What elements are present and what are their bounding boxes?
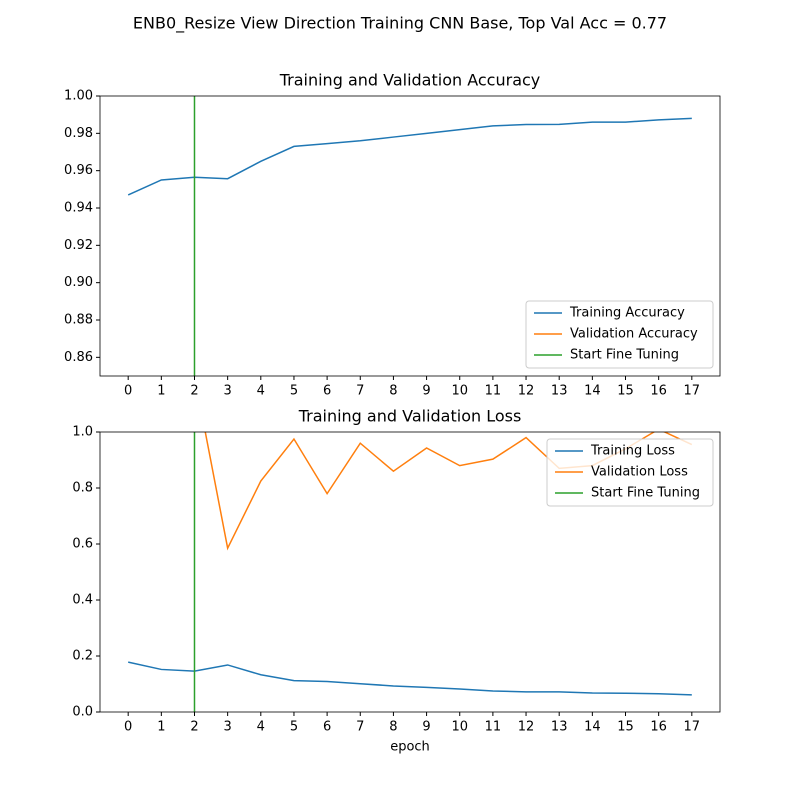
x-tick-label: 2 xyxy=(190,720,198,735)
y-tick-label: 0.96 xyxy=(64,163,93,178)
figure-title: ENB0_Resize View Direction Training CNN … xyxy=(133,14,667,34)
axes-frame xyxy=(99,95,721,377)
legend-box xyxy=(546,438,714,507)
axes-title: Training and Validation Loss xyxy=(298,407,522,426)
plot-area xyxy=(127,96,692,376)
x-tick-label: 1 xyxy=(157,384,165,399)
x-tick-label: 13 xyxy=(551,720,568,735)
y-tick-label: 1.0 xyxy=(72,425,93,440)
x-tick-label: 2 xyxy=(190,384,198,399)
x-tick-label: 5 xyxy=(290,384,298,399)
plot-area xyxy=(128,432,693,712)
legend-label: Validation Loss xyxy=(591,465,688,480)
x-tick-label: 10 xyxy=(451,720,468,735)
y-tick-label: 0.92 xyxy=(64,238,93,253)
x-tick-label: 12 xyxy=(518,720,535,735)
legend-label: Training Loss xyxy=(590,444,675,459)
x-tick-label: 16 xyxy=(650,720,667,735)
x-tick-label: 12 xyxy=(518,384,535,399)
y-tick-label: 1.00 xyxy=(64,89,93,104)
x-tick-label: 9 xyxy=(422,720,430,735)
series-line xyxy=(128,661,692,696)
x-tick-label: 7 xyxy=(356,384,364,399)
x-tick-label: 3 xyxy=(224,720,232,735)
x-tick-label: 11 xyxy=(485,384,502,399)
legend-label: Validation Accuracy xyxy=(570,327,698,342)
x-tick-label: 14 xyxy=(584,384,601,399)
x-tick-label: 4 xyxy=(257,720,265,735)
y-tick-label: 0.88 xyxy=(64,313,93,328)
y-tick-label: 0.4 xyxy=(72,593,93,608)
x-tick-label: 14 xyxy=(584,720,601,735)
x-tick-label: 11 xyxy=(485,720,502,735)
x-tick-label: 5 xyxy=(290,720,298,735)
x-tick-label: 9 xyxy=(422,384,430,399)
x-tick-label: 7 xyxy=(356,720,364,735)
x-tick-label: 4 xyxy=(257,384,265,399)
y-tick-label: 0.8 xyxy=(72,481,93,496)
x-tick-label: 17 xyxy=(684,720,701,735)
x-tick-label: 10 xyxy=(451,384,468,399)
x-axis-label: epoch xyxy=(390,740,430,755)
x-tick-label: 1 xyxy=(157,720,165,735)
x-tick-label: 17 xyxy=(684,384,701,399)
axes-title: Training and Validation Accuracy xyxy=(279,71,541,90)
legend-label: Start Fine Tuning xyxy=(570,348,679,363)
x-tick-label: 15 xyxy=(617,384,634,399)
x-tick-label: 15 xyxy=(617,720,634,735)
x-tick-label: 8 xyxy=(389,720,397,735)
y-tick-label: 0.98 xyxy=(64,126,93,141)
x-tick-label: 13 xyxy=(551,384,568,399)
y-tick-label: 0.86 xyxy=(64,350,93,365)
y-tick-label: 0.6 xyxy=(72,537,93,552)
legend-label: Start Fine Tuning xyxy=(591,486,700,501)
x-tick-label: 16 xyxy=(650,384,667,399)
legend-box xyxy=(525,300,714,369)
x-tick-label: 3 xyxy=(224,384,232,399)
x-tick-label: 0 xyxy=(124,384,132,399)
x-tick-label: 8 xyxy=(389,384,397,399)
x-tick-label: 6 xyxy=(323,384,331,399)
legend-label: Training Accuracy xyxy=(569,306,685,321)
series-line xyxy=(127,117,692,196)
y-tick-label: 0.2 xyxy=(72,649,93,664)
y-tick-label: 0.94 xyxy=(64,201,93,216)
y-tick-label: 0.90 xyxy=(64,275,93,290)
x-tick-label: 0 xyxy=(124,720,132,735)
x-tick-label: 6 xyxy=(323,720,331,735)
y-tick-label: 0.0 xyxy=(72,705,93,720)
axes-frame xyxy=(99,431,721,713)
